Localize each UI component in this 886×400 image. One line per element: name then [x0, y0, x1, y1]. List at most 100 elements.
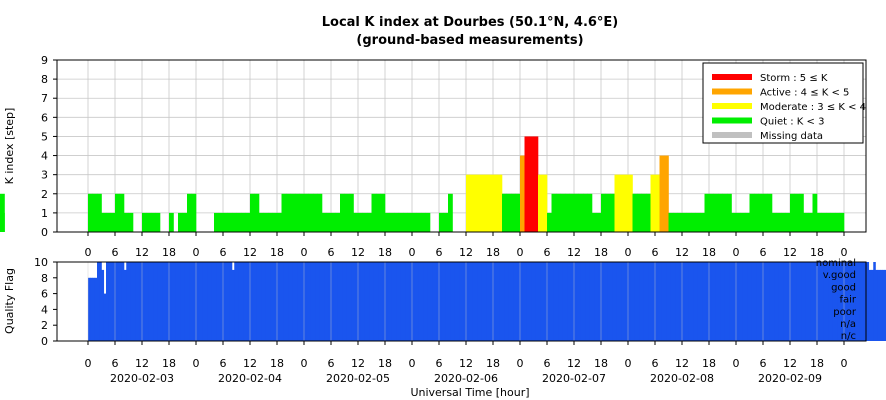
- quality-flag-bar: [839, 262, 843, 341]
- quality-flag-bar: [544, 262, 548, 341]
- quality-flag-bar: [884, 269, 886, 341]
- legend-entry-label: Quiet : K < 3: [760, 117, 824, 128]
- k-index-bar: [695, 212, 701, 232]
- k-index-bar: [313, 193, 318, 232]
- k-index-bar: [718, 193, 723, 232]
- k-index-bar: [700, 212, 705, 232]
- k-index-bar: [673, 212, 678, 232]
- k-index-bar: [277, 212, 282, 232]
- top-y-tick-label: 9: [41, 54, 48, 67]
- k-index-bar: [394, 212, 399, 232]
- quality-flag-bar: [193, 262, 197, 341]
- bottom-x-tick-label: 12: [243, 357, 257, 370]
- quality-flag-bar: [709, 262, 712, 341]
- quality-flag-bar: [832, 262, 836, 341]
- k-index-bar: [115, 193, 120, 232]
- quality-flag-bar: [216, 262, 219, 341]
- top-y-ticks: 0 1 2 3 4 5 6 7 8 9: [41, 54, 57, 239]
- quality-flag-bar: [567, 262, 570, 341]
- k-index-bar: [191, 193, 197, 232]
- quality-flag-bar: [130, 262, 134, 341]
- quality-flag-bar: [430, 262, 433, 341]
- quality-flag-bar: [274, 262, 278, 341]
- quality-flag-bar: [875, 269, 879, 341]
- quality-flag-bar: [382, 262, 386, 341]
- quality-flag-bar: [648, 262, 651, 341]
- quality-flag-bar: [549, 262, 552, 341]
- top-y-tick-label: 0: [41, 226, 48, 239]
- quality-flag-bar: [432, 262, 435, 341]
- k-index-bar: [749, 193, 755, 232]
- quality-flag-bar: [187, 262, 190, 341]
- quality-flag-bar: [513, 262, 516, 341]
- quality-flag-bar: [754, 262, 757, 341]
- quality-flag-bar: [180, 262, 183, 341]
- quality-flag-bar: [369, 262, 372, 341]
- k-index-bar: [254, 193, 260, 232]
- k-index-bar: [740, 212, 746, 232]
- top-y-tick-label: 5: [41, 130, 48, 143]
- top-y-tick-label: 4: [41, 150, 48, 163]
- k-index-bar: [484, 174, 489, 232]
- quality-flag-bar: [727, 262, 730, 341]
- quality-flag-bar: [151, 262, 154, 341]
- bottom-y-axis-label: Quality Flag: [3, 268, 16, 334]
- quality-flag-bar: [340, 262, 343, 341]
- k-index-bar: [830, 212, 836, 232]
- k-index-bar: [776, 212, 782, 232]
- quality-flag-bar: [396, 262, 399, 341]
- bottom-x-tick-label: 0: [841, 357, 848, 370]
- k-index-bar: [506, 193, 512, 232]
- top-x-tick-label: 18: [486, 246, 500, 259]
- quality-flag-bar: [315, 262, 318, 341]
- quality-flag-bar: [821, 262, 825, 341]
- quality-flag-bar: [405, 262, 408, 341]
- quality-flag-bar: [349, 262, 352, 341]
- k-index-bar: [214, 212, 219, 232]
- quality-flag-bar: [106, 262, 109, 341]
- top-x-ticks: 0 6 12 18 0 6 12 18 0 6 12 18 0 6 12 18 0 6 12 18 0 6 12 18 0 6 12…: [85, 232, 848, 259]
- date-label: 2020-02-04: [218, 372, 282, 385]
- quality-flag-bar: [486, 262, 489, 341]
- quality-flag-bar: [686, 262, 690, 341]
- quality-flag-bar: [774, 262, 777, 341]
- k-index-bar: [479, 174, 485, 232]
- quality-flag-bar: [587, 262, 591, 341]
- quality-flag-label: poor: [833, 307, 857, 318]
- quality-flag-bar: [637, 262, 640, 341]
- k-index-bar: [686, 212, 692, 232]
- bottom-y-tick-label: 10: [34, 256, 48, 269]
- quality-flag-bar: [511, 262, 514, 341]
- quality-flag-bar: [556, 262, 559, 341]
- quality-flag-bar: [153, 262, 156, 341]
- k-index-bar: [605, 193, 611, 232]
- quality-flag-bar: [517, 262, 521, 341]
- k-index-bar: [515, 193, 521, 232]
- k-index-bar: [767, 193, 773, 232]
- bottom-x-tick-label: 12: [351, 357, 365, 370]
- k-index-bar: [601, 193, 606, 232]
- quality-flag-bar: [241, 262, 244, 341]
- k-index-bar: [236, 212, 242, 232]
- quality-flag-bar: [614, 262, 618, 341]
- quality-flag-bar: [828, 262, 831, 341]
- k-index-bar: [659, 155, 665, 232]
- quality-flag-bar: [196, 262, 199, 341]
- bottom-x-tick-label: 18: [162, 357, 176, 370]
- quality-flag-bar: [526, 262, 530, 341]
- k-index-bar: [763, 193, 768, 232]
- k-index-bar: [610, 193, 615, 232]
- quality-flag-bar: [247, 262, 251, 341]
- date-label: 2020-02-03: [110, 372, 174, 385]
- quality-flag-bar: [434, 262, 438, 341]
- quality-flag-bar: [729, 262, 732, 341]
- bottom-panel-frame: [56, 261, 867, 342]
- x-axis-label: Universal Time [hour]: [410, 386, 529, 399]
- top-x-tick-label: 6: [328, 246, 335, 259]
- quality-flag-bar: [565, 262, 568, 341]
- quality-flag-bar: [472, 262, 476, 341]
- k-index-bar: [781, 212, 786, 232]
- quality-flag-bar: [328, 262, 332, 341]
- top-y-tick-label: 2: [41, 188, 48, 201]
